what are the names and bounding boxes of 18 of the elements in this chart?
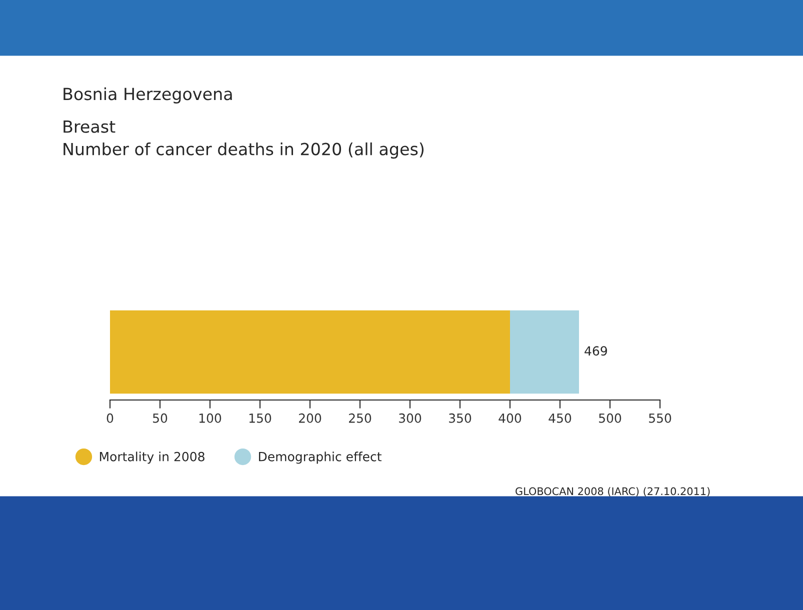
x-tick-label: 200 [298,413,322,423]
x-tick-label: 50 [153,413,168,423]
x-tick-label: 400 [498,413,522,423]
x-tick-label: 550 [649,413,672,423]
x-tick-label: 450 [548,413,572,423]
total-label: 469 [584,346,607,356]
x-tick-label: 500 [599,413,622,423]
x-tick-label: 0 [106,413,114,423]
legend-label: Demographic effect [259,452,382,464]
chart-title: Bosnia Herzegovena [64,87,232,104]
x-tick-label: 150 [249,413,272,423]
legend-label: Mortality in 2008 [100,452,204,464]
x-tick-label: 350 [449,413,472,423]
x-tick-label: 100 [199,413,222,423]
x-tick-label: 250 [348,413,372,423]
text: GLOBOCAN 2008 (IARC) (27.10.2011) [516,487,710,496]
chart-subtitle: Breast Number of cancer deaths in 2020 (all ages) [64,120,424,159]
x-tick-label: 300 [399,413,422,423]
